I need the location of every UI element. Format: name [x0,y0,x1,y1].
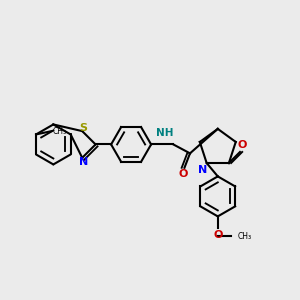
Text: N: N [79,157,88,167]
Text: O: O [238,140,247,150]
Text: S: S [79,123,87,133]
Text: CH₃: CH₃ [53,127,67,136]
Text: O: O [178,169,188,179]
Text: O: O [213,230,223,240]
Text: CH₃: CH₃ [238,232,252,241]
Text: NH: NH [156,128,173,138]
Text: N: N [198,165,207,175]
